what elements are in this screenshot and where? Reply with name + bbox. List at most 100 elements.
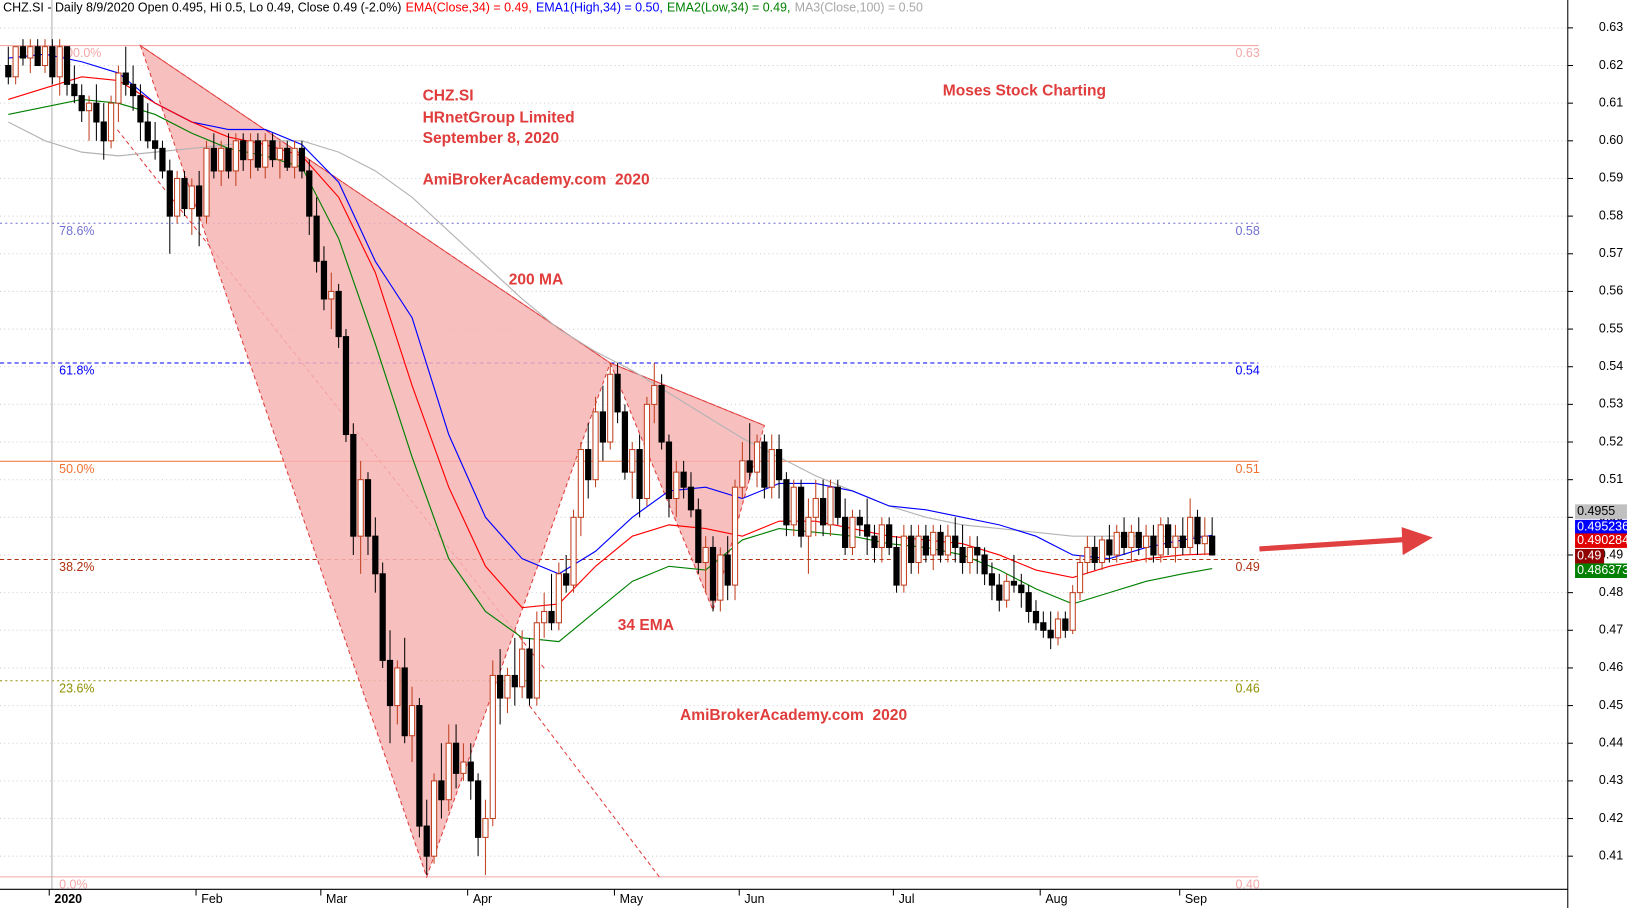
candle-body xyxy=(107,102,115,142)
annotation: 34 EMA xyxy=(618,617,674,634)
y-tick-label: 0.43 xyxy=(1599,773,1623,787)
value-box-label: 0.486373 xyxy=(1577,563,1628,577)
candle-body xyxy=(981,554,988,575)
candle-body xyxy=(1018,584,1025,594)
candle-body xyxy=(357,479,364,537)
fib-percent-label: 38.2% xyxy=(59,560,94,574)
candle-body xyxy=(944,535,952,556)
candle-body xyxy=(1187,516,1194,548)
candle-body xyxy=(937,531,944,556)
candle-body xyxy=(1091,546,1098,564)
fib-price-label: 0.51 xyxy=(1236,462,1260,476)
x-tick-label: Jul xyxy=(899,892,915,906)
candle-body xyxy=(240,140,247,161)
candle-body xyxy=(548,610,555,624)
fib-price-label: 0.58 xyxy=(1236,224,1260,238)
candle-body xyxy=(893,546,900,586)
candle-body xyxy=(262,140,269,168)
y-tick-label: 0.61 xyxy=(1599,95,1623,109)
fib-price-label: 0.54 xyxy=(1236,364,1260,378)
candle-body xyxy=(555,573,562,624)
candle-body xyxy=(834,486,841,518)
candle-body xyxy=(695,509,702,564)
candle-body xyxy=(306,170,313,217)
y-tick-label: 0.56 xyxy=(1599,284,1623,298)
candle-body xyxy=(1032,610,1040,624)
price-axis: 0.410.420.430.440.450.460.470.480.490.50… xyxy=(1567,20,1623,862)
candle-body xyxy=(878,524,885,548)
indicator-line xyxy=(8,53,1213,575)
arrow-shaft xyxy=(1259,537,1404,552)
candle-body xyxy=(394,667,401,707)
candle-body xyxy=(504,674,511,699)
candle-body xyxy=(658,385,665,443)
candle-body xyxy=(489,674,496,820)
candle-body xyxy=(636,449,643,500)
candle-body xyxy=(144,121,151,142)
candle-body xyxy=(27,46,34,59)
candle-body xyxy=(717,554,724,601)
candle-body xyxy=(607,373,614,443)
candle-body xyxy=(930,531,937,556)
candle-body xyxy=(445,742,452,801)
x-tick-label: Sep xyxy=(1185,892,1207,906)
y-tick-label: 0.51 xyxy=(1599,472,1623,486)
fib-percent-label: 78.6% xyxy=(59,224,94,238)
candle-body xyxy=(218,147,225,172)
candle-body xyxy=(783,479,790,526)
candle-body xyxy=(886,524,893,548)
header-part: CHZ.SI - Daily 8/9/2020 Open 0.495, Hi 0… xyxy=(3,1,401,15)
candle-body xyxy=(1201,535,1208,545)
annotation: HRnetGroup Limited xyxy=(423,109,575,126)
candle-body xyxy=(291,147,298,168)
candle-body xyxy=(276,147,284,161)
indicators xyxy=(8,53,1213,643)
candle-body xyxy=(541,610,548,624)
candle-body xyxy=(739,460,746,488)
candle-body xyxy=(49,46,56,78)
candle-body xyxy=(1179,535,1186,548)
candle-body xyxy=(1062,618,1069,631)
annotation: CHZ.SI xyxy=(423,88,474,105)
candle-body xyxy=(416,705,423,827)
arrow-head xyxy=(1401,527,1433,556)
candle-body xyxy=(328,290,335,300)
candle-body xyxy=(56,46,63,78)
time-axis: 2020 Feb Mar Apr May Jun Jul Aug Sep xyxy=(48,889,1207,906)
fib-percent-label: 61.8% xyxy=(59,364,94,378)
fib-price-label: 0.49 xyxy=(1236,560,1260,574)
y-tick-label: 0.62 xyxy=(1599,58,1623,72)
candle-body xyxy=(1040,622,1047,631)
y-tick-label: 0.48 xyxy=(1599,585,1623,599)
candle-body xyxy=(577,449,584,518)
header-part: EMA1(High,34) = 0.50, xyxy=(536,1,663,15)
candle-body xyxy=(563,573,570,586)
y-tick-label: 0.44 xyxy=(1599,736,1623,750)
candle-body xyxy=(592,411,599,481)
candle-body xyxy=(181,177,188,210)
candle-body xyxy=(284,147,291,168)
candle-body xyxy=(768,449,775,488)
candle-body xyxy=(313,215,320,262)
candle-body xyxy=(174,177,181,217)
candle-body xyxy=(790,486,797,526)
candle-body xyxy=(864,524,871,537)
candle-body xyxy=(129,83,137,97)
candle-body xyxy=(856,516,863,526)
candle-body xyxy=(519,648,526,688)
header-part: MA3(Close,100) = 0.50 xyxy=(795,1,923,15)
candle-body xyxy=(1172,535,1179,548)
chart-header: CHZ.SI - Daily 8/9/2020 Open 0.495, Hi 0… xyxy=(3,1,923,15)
candle-body xyxy=(651,385,658,405)
candle-body xyxy=(680,471,687,488)
annotation: 200 MA xyxy=(509,271,563,288)
value-box-label: 0.495236 xyxy=(1577,519,1628,533)
candle-body xyxy=(438,780,445,801)
annotation: September 8, 2020 xyxy=(423,130,560,147)
y-tick-label: 0.60 xyxy=(1599,133,1623,147)
candle-body xyxy=(460,761,467,774)
candle-body xyxy=(761,441,768,488)
candle-body xyxy=(1010,580,1018,586)
candle-body xyxy=(842,516,849,548)
y-tick-label: 0.53 xyxy=(1599,397,1623,411)
